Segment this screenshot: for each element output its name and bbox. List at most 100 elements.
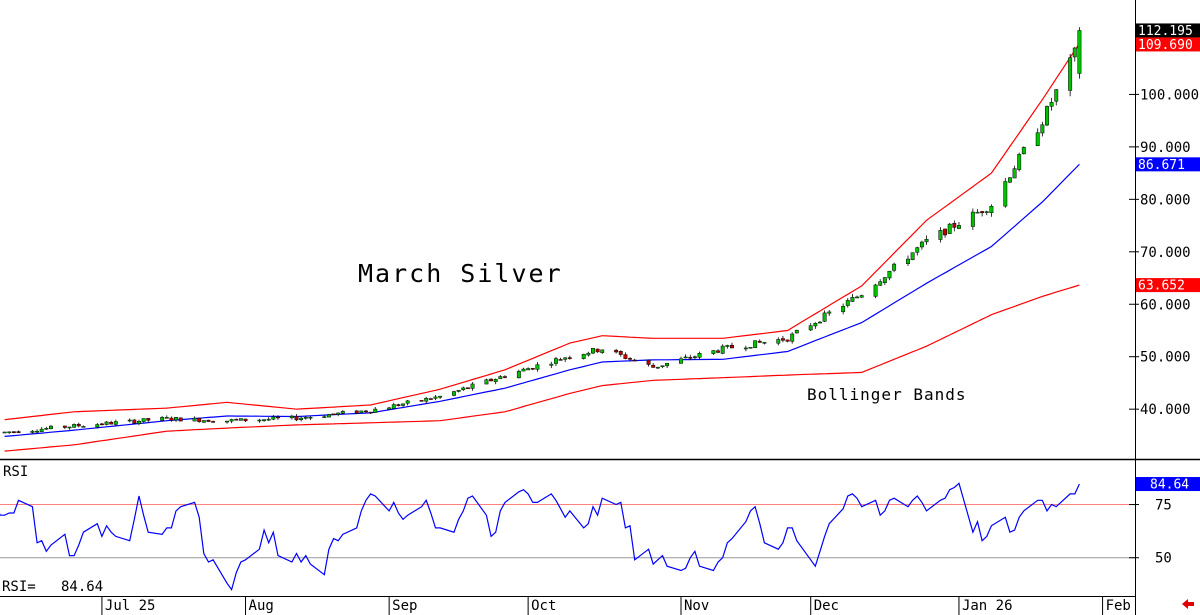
candle-up — [1003, 181, 1008, 207]
candle-up — [456, 389, 461, 392]
lower-band-line — [4, 284, 1080, 452]
candle-up — [600, 349, 605, 353]
candle-down — [62, 425, 67, 428]
candle-up — [845, 300, 850, 306]
candle-up — [1054, 89, 1059, 102]
rsi-tick-label: 75 — [1155, 498, 1172, 514]
scroll-arrow-icon[interactable] — [1182, 599, 1194, 609]
candle-up — [1021, 147, 1026, 155]
candle-up — [308, 416, 313, 419]
candle-down — [980, 211, 985, 214]
candle-up — [878, 281, 883, 286]
candle-up — [683, 356, 688, 359]
bollinger-bands-label: Bollinger Bands — [807, 385, 967, 404]
candle-down — [331, 413, 336, 416]
candle-up — [660, 365, 665, 367]
price-tick-label: 90.000 — [1140, 140, 1191, 156]
candle-up — [748, 347, 753, 349]
candle-down — [294, 415, 299, 421]
candle-up — [841, 306, 846, 313]
candle-up — [725, 345, 730, 347]
candle-up — [340, 411, 345, 414]
candle-up — [201, 420, 206, 423]
candle-up — [563, 357, 568, 360]
candle-up — [1017, 154, 1022, 170]
candle-up — [225, 420, 229, 423]
candle-up — [720, 345, 725, 354]
candle-up — [919, 241, 924, 248]
candle-up — [401, 403, 405, 406]
candle-up — [882, 277, 887, 283]
candle-up — [1045, 106, 1049, 126]
candle-up — [910, 252, 915, 260]
candle-up — [326, 414, 331, 418]
rsi-current-tag-label: 84.64 — [1150, 478, 1189, 493]
price-tick-label: 60.000 — [1140, 297, 1191, 313]
price-tick-label: 70.000 — [1140, 245, 1191, 261]
candle-down — [632, 359, 637, 362]
upper-band-line — [4, 43, 1080, 421]
candle-down — [785, 339, 790, 342]
candle-up — [957, 225, 961, 229]
candle-up — [984, 211, 989, 213]
candle-up — [174, 417, 178, 421]
candle-down — [530, 368, 535, 370]
candle-up — [586, 352, 591, 356]
candle-up — [2, 431, 7, 434]
candle-up — [262, 419, 267, 421]
candle-up — [271, 416, 276, 420]
candle-up — [947, 223, 952, 234]
date-tick-label: Sep — [392, 598, 417, 614]
rsi-reference-lines — [0, 504, 1135, 559]
candle-up — [266, 418, 271, 421]
candle-up — [1077, 30, 1082, 74]
candle-up — [938, 230, 943, 240]
candle-up — [127, 419, 132, 422]
candle-down — [396, 404, 401, 407]
candle-down — [646, 359, 651, 365]
candle-up — [438, 395, 443, 398]
candle-up — [303, 417, 308, 419]
candle-down — [730, 344, 734, 349]
candle-down — [567, 357, 572, 359]
candle-up — [818, 321, 822, 324]
price-tick-label: 40.000 — [1140, 402, 1191, 418]
candle-up — [970, 211, 975, 227]
rsi-axis: 50 75 84.64 — [1129, 477, 1200, 567]
candle-down — [943, 228, 948, 236]
date-axis: Jul 25 Aug Sep Oct Nov Dec Jan 26 Feb — [101, 596, 1131, 615]
candle-down — [11, 431, 16, 433]
candle-up — [424, 397, 429, 402]
candle-up — [521, 368, 526, 372]
candle-up — [1040, 124, 1045, 134]
candle-up — [526, 368, 531, 371]
candle-up — [915, 247, 920, 253]
candle-up — [581, 353, 586, 359]
date-tick-label: Feb — [1106, 598, 1131, 614]
candle-down — [780, 338, 785, 341]
candle-up — [1012, 168, 1017, 179]
rsi-current-tag-box — [1136, 477, 1200, 492]
rsi-series-line — [0, 482, 1080, 591]
candle-up — [39, 428, 44, 432]
candle-up — [1072, 47, 1077, 58]
candle-up — [44, 428, 49, 430]
candle-up — [790, 333, 795, 342]
price-tag-box — [1136, 23, 1200, 38]
candle-up — [873, 284, 878, 297]
candle-up — [433, 396, 438, 399]
candle-up — [192, 417, 197, 422]
candle-up — [516, 370, 521, 379]
price-tick-label: 100.000 — [1140, 87, 1199, 103]
candle-up — [452, 391, 456, 396]
candle-up — [391, 404, 396, 409]
candle-up — [30, 430, 35, 433]
candle-up — [81, 426, 86, 428]
candle-down — [243, 418, 248, 422]
date-tick-label: Oct — [531, 598, 556, 614]
price-tag-label: 63.652 — [1138, 279, 1185, 294]
price-tick-label: 50.000 — [1140, 350, 1191, 366]
date-tick-label: Jul 25 — [105, 598, 156, 614]
candle-down — [595, 348, 600, 353]
